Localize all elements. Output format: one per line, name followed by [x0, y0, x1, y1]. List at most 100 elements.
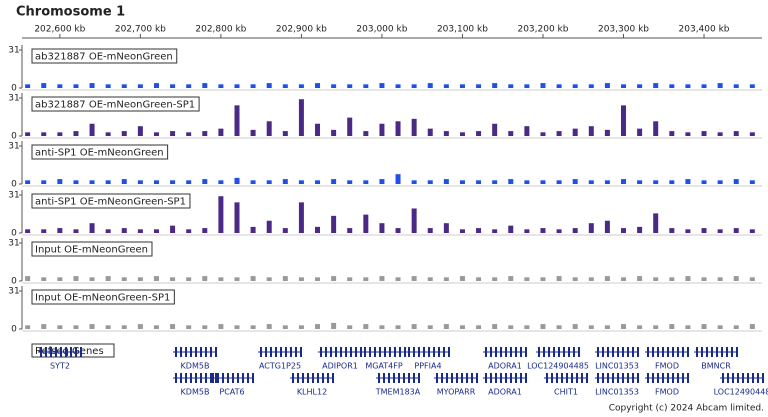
signal-bar	[315, 180, 321, 184]
signal-bar	[266, 121, 272, 136]
signal-bar	[363, 180, 369, 184]
track-label-box	[31, 144, 169, 160]
exon	[55, 347, 57, 357]
gene-label: LOC12490448	[714, 388, 768, 397]
exon	[65, 347, 67, 357]
exon	[180, 373, 182, 383]
track-label: Input OE-mNeonGreen	[35, 245, 148, 256]
exon	[490, 347, 492, 357]
gene-label: ADORA1	[488, 362, 522, 371]
copyright: Copyright (c) 2024 Abcam limited.	[609, 404, 764, 414]
track-label-box	[31, 48, 178, 64]
exon	[677, 373, 679, 383]
signal-bar	[621, 228, 627, 233]
exon	[607, 347, 609, 357]
exon	[737, 373, 739, 383]
signal-bar	[588, 277, 594, 281]
exon	[553, 347, 555, 357]
signal-bar	[669, 228, 675, 233]
exon	[706, 347, 708, 357]
exon	[345, 347, 347, 357]
exon	[327, 373, 329, 383]
exon	[340, 347, 342, 357]
y-tick-label: 0	[11, 277, 17, 287]
signal-bar	[41, 324, 47, 329]
gene-label: CHIT1	[554, 388, 578, 397]
signal-bar	[234, 84, 240, 88]
signal-bar	[572, 179, 578, 184]
signal-bar	[621, 179, 627, 184]
signal-bar	[411, 118, 417, 136]
signal-bar	[379, 123, 385, 136]
signal-bar	[556, 180, 562, 184]
exon	[190, 347, 192, 357]
exon	[195, 347, 197, 357]
exon	[320, 347, 322, 357]
signal-bar	[524, 84, 530, 88]
signal-bar	[315, 277, 321, 281]
exon	[378, 373, 380, 383]
exon	[568, 347, 570, 357]
signal-bar	[556, 84, 562, 88]
exon	[307, 373, 309, 383]
exon	[571, 373, 573, 383]
exon	[252, 373, 254, 383]
signal-bar	[363, 277, 369, 281]
signal-bar	[186, 325, 192, 329]
exon	[185, 373, 187, 383]
signal-bar	[604, 220, 610, 233]
signal-bar	[427, 128, 433, 136]
signal-bar	[395, 174, 401, 184]
signal-bar	[459, 276, 465, 281]
signal-bar	[588, 84, 594, 88]
signal-bar	[218, 196, 224, 233]
signal-bar	[556, 229, 562, 233]
exon	[175, 373, 177, 383]
exon	[446, 373, 448, 383]
signal-bar	[492, 83, 498, 88]
exon	[379, 347, 381, 357]
exon	[443, 347, 445, 357]
signal-bar	[733, 276, 739, 281]
exon	[525, 373, 527, 383]
exon	[398, 373, 400, 383]
exon	[627, 373, 629, 383]
signal-bar	[588, 180, 594, 184]
signal-bar	[41, 180, 47, 184]
signal-bar	[234, 277, 240, 281]
signal-bar	[315, 123, 321, 136]
gene-label: KDM5B	[181, 388, 210, 397]
gene-label: BMNCR	[701, 362, 731, 371]
signal-bar	[621, 105, 627, 136]
signal-bar	[202, 131, 208, 136]
signal-bar	[637, 128, 643, 136]
exon	[632, 347, 634, 357]
exon	[515, 373, 517, 383]
signal-bar	[572, 228, 578, 233]
exon	[335, 347, 337, 357]
signal-bar	[170, 225, 176, 233]
signal-bar	[170, 324, 176, 329]
signal-bar	[733, 228, 739, 233]
exon	[456, 373, 458, 383]
signal-bar	[604, 129, 610, 136]
signal-bar	[73, 325, 79, 329]
signal-bar	[749, 180, 755, 184]
signal-bar	[476, 131, 482, 136]
signal-bar	[653, 121, 659, 136]
signal-bar	[621, 324, 627, 329]
signal-bar	[266, 324, 272, 329]
exon	[602, 373, 604, 383]
signal-bar	[540, 324, 546, 329]
signal-bar	[250, 325, 256, 329]
exon	[355, 347, 357, 357]
signal-bar	[701, 228, 707, 233]
exon	[265, 347, 267, 357]
exon	[388, 373, 390, 383]
signal-bar	[298, 202, 304, 233]
exon	[222, 373, 224, 383]
exon	[573, 347, 575, 357]
exon	[687, 347, 689, 357]
signal-bar	[524, 180, 530, 184]
exon	[413, 373, 415, 383]
